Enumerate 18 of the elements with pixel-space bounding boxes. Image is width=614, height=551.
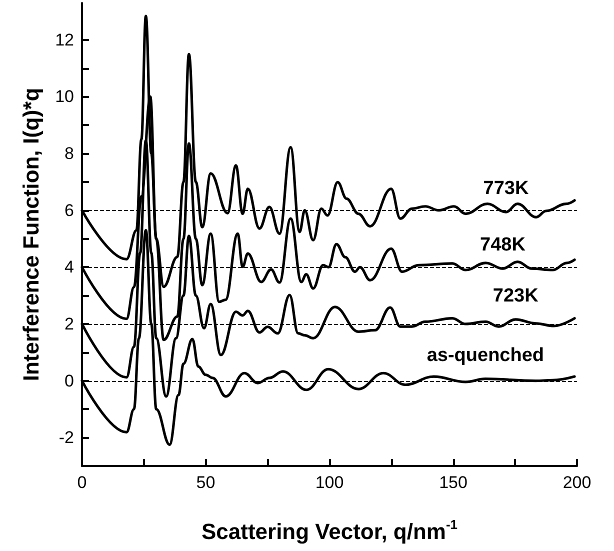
y-tick-label: -2 xyxy=(58,428,74,448)
x-tick-label: 0 xyxy=(77,473,87,492)
y-tick-label: 8 xyxy=(64,144,74,164)
series-label: as-quenched xyxy=(426,344,544,366)
series-label: 748K xyxy=(480,234,526,256)
series-label: 723K xyxy=(492,285,539,306)
y-tick-label: 2 xyxy=(64,314,74,334)
y-tick-label: 12 xyxy=(55,30,74,50)
y-axis-title: Interference Function, I(q)*q xyxy=(18,88,44,382)
x-tick-label: 150 xyxy=(439,473,468,492)
x-tick-label: 200 xyxy=(562,473,592,492)
x-tick-label: 50 xyxy=(196,473,216,492)
y-tick-label: 0 xyxy=(64,371,74,390)
series-label: 773K xyxy=(483,178,529,200)
x-tick-label: 100 xyxy=(315,473,344,492)
y-tick-label: 10 xyxy=(55,87,74,106)
y-tick-label: 6 xyxy=(64,200,74,220)
y-tick-label: 4 xyxy=(64,258,74,277)
